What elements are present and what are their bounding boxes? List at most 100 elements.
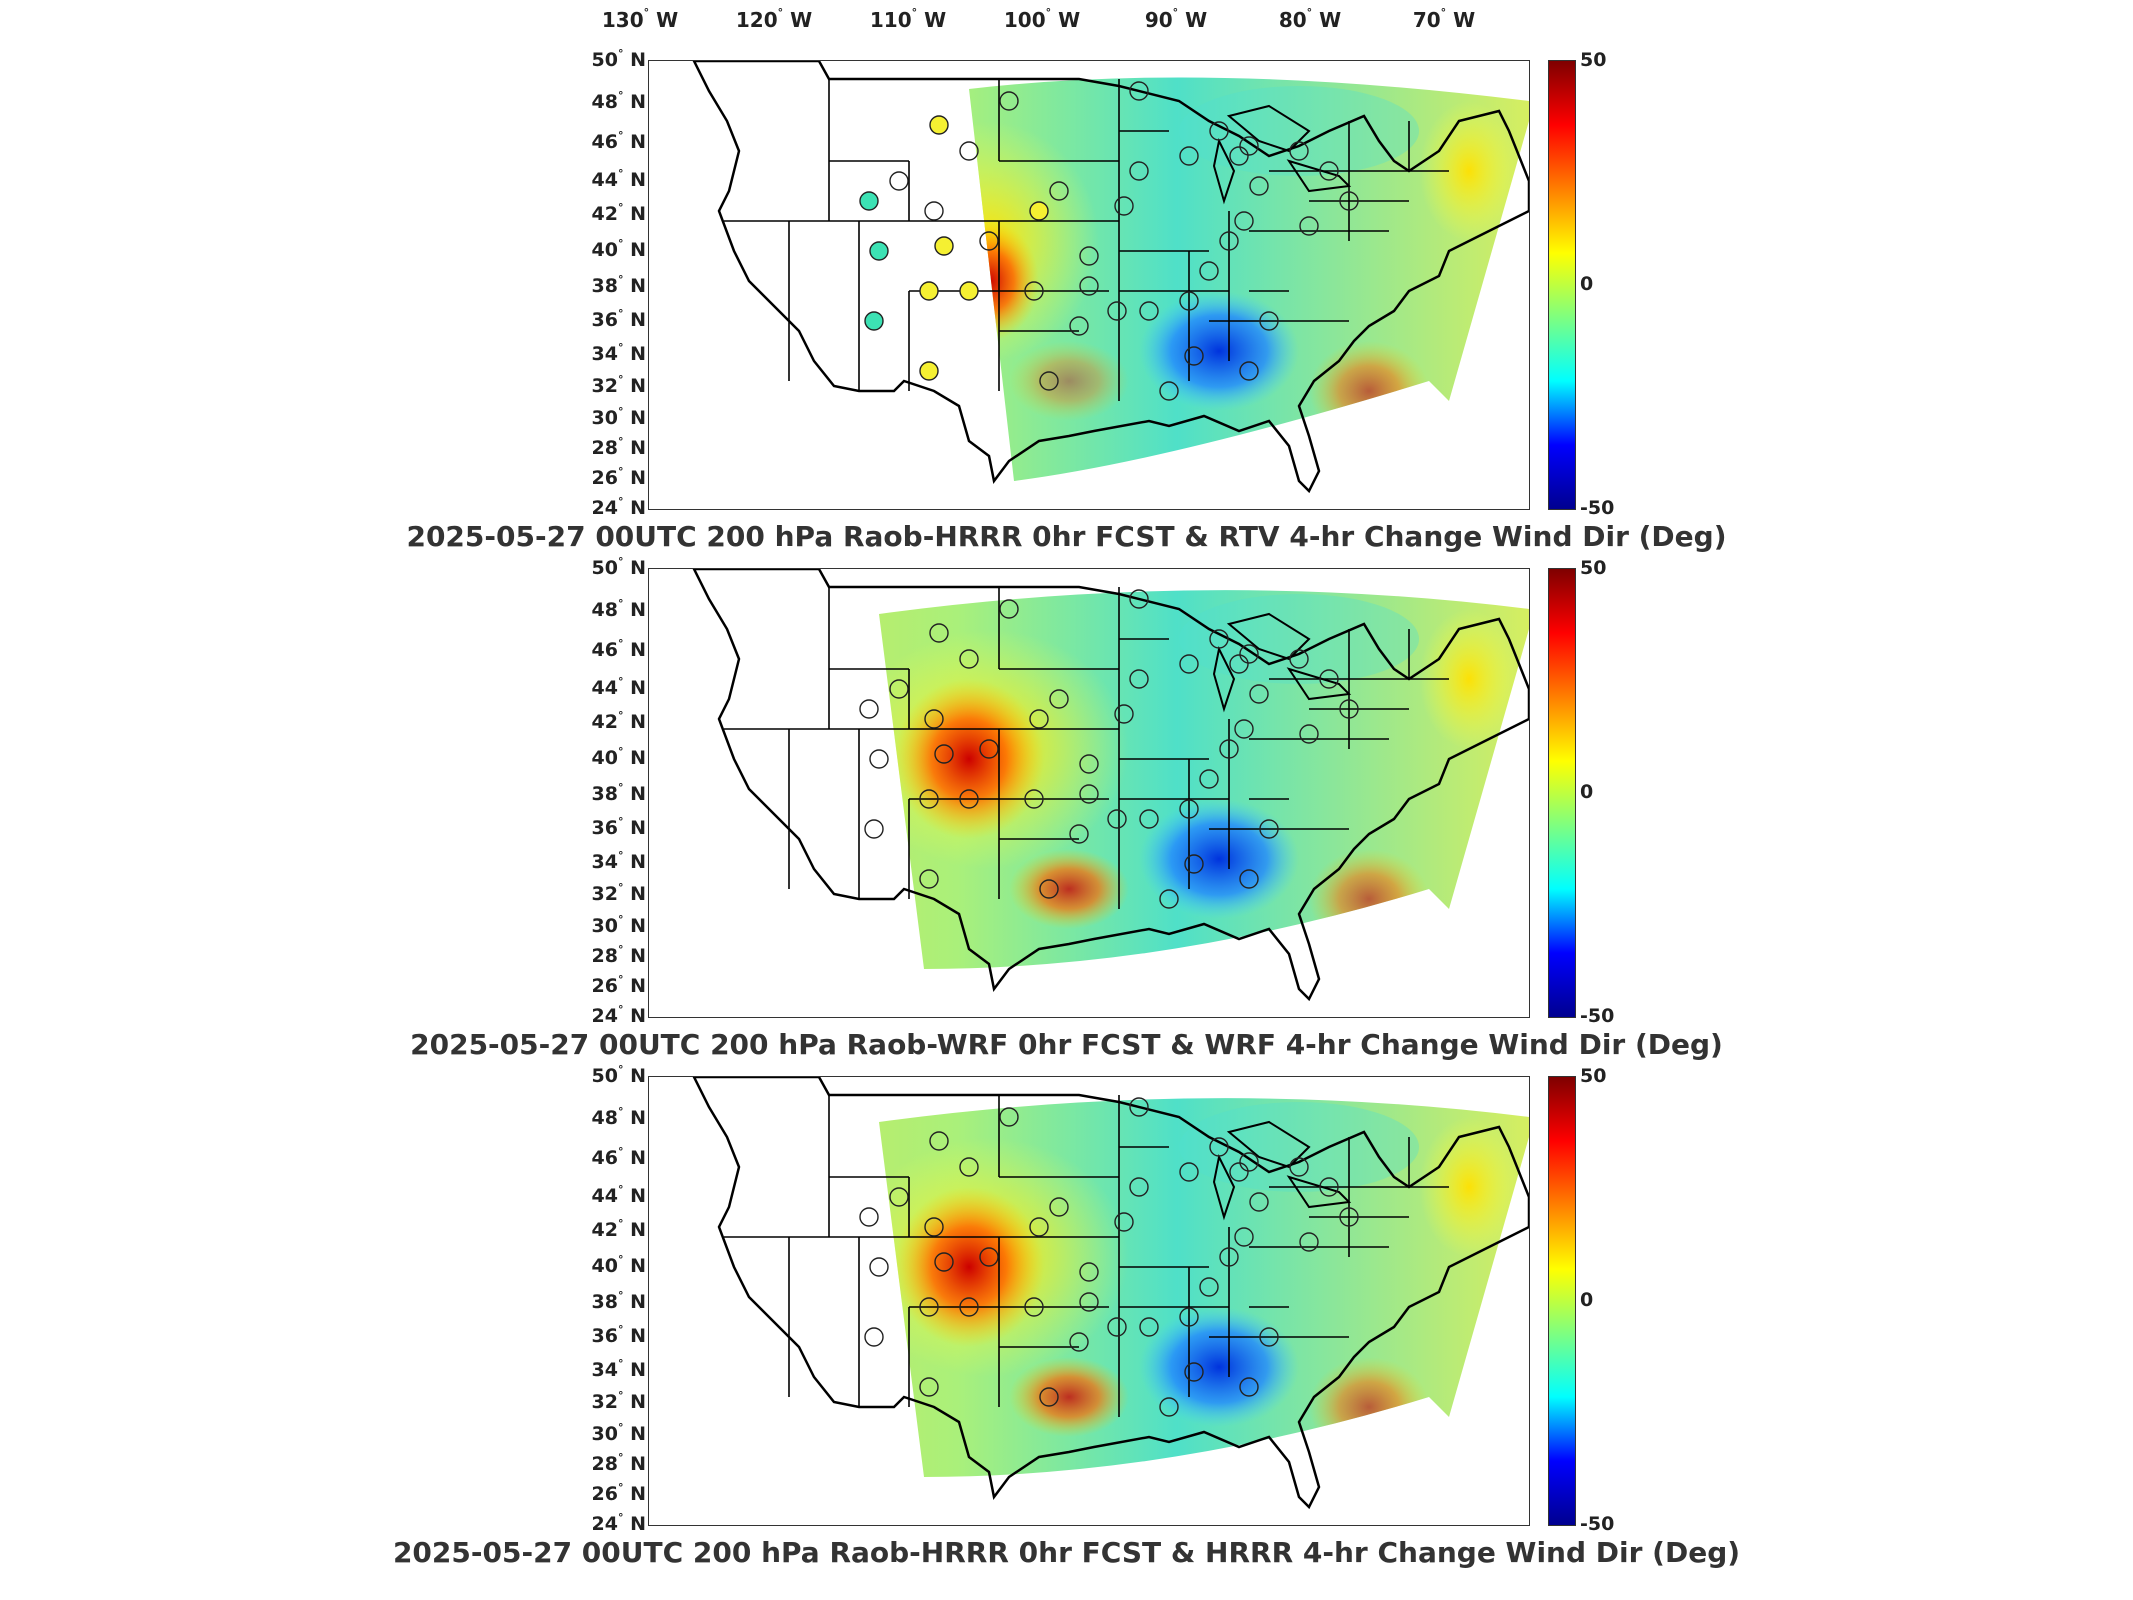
raob-station-marker bbox=[1259, 819, 1279, 839]
raob-station-marker bbox=[869, 241, 889, 261]
raob-station-marker bbox=[934, 1252, 954, 1272]
raob-station-marker bbox=[1024, 281, 1044, 301]
lat-label: 26° N bbox=[591, 1481, 646, 1505]
raob-station-marker bbox=[1107, 809, 1127, 829]
raob-station-marker bbox=[889, 679, 909, 699]
raob-station-marker bbox=[1219, 231, 1239, 251]
raob-station-marker bbox=[1129, 589, 1149, 609]
raob-station-marker bbox=[1239, 136, 1259, 156]
raob-station-marker bbox=[869, 749, 889, 769]
raob-station-marker bbox=[924, 201, 944, 221]
raob-station-marker bbox=[1299, 1232, 1319, 1252]
wind-direction-change-field bbox=[692, 1077, 1529, 1510]
lat-label: 26° N bbox=[591, 973, 646, 997]
lat-label: 34° N bbox=[591, 849, 646, 873]
lat-label: 30° N bbox=[591, 1421, 646, 1445]
raob-station-marker bbox=[1079, 1292, 1099, 1312]
raob-station-marker bbox=[1239, 361, 1259, 381]
raob-station-marker bbox=[959, 1157, 979, 1177]
raob-station-marker bbox=[999, 91, 1019, 111]
lat-label: 44° N bbox=[591, 1183, 646, 1207]
colorbar-tick-max: 50 bbox=[1580, 49, 1607, 71]
lon-label: 130° W bbox=[601, 6, 679, 32]
raob-station-marker bbox=[1299, 216, 1319, 236]
latitude-axis-labels: 50° N 48° N 46° N 44° N 42° N 40° N 38° N 36° N… bbox=[560, 47, 646, 520]
colorbar bbox=[1548, 1076, 1576, 1526]
lat-label: 40° N bbox=[591, 237, 646, 261]
raob-station-marker bbox=[1049, 181, 1069, 201]
colorbar-tick-min: -50 bbox=[1580, 1005, 1615, 1027]
lon-label: 80° W bbox=[1278, 6, 1342, 32]
lat-label: 50° N bbox=[591, 47, 646, 71]
raob-station-marker bbox=[1239, 1152, 1259, 1172]
raob-station-marker bbox=[1049, 1197, 1069, 1217]
lat-label: 44° N bbox=[591, 167, 646, 191]
lat-label: 48° N bbox=[591, 1105, 646, 1129]
lat-label: 30° N bbox=[591, 405, 646, 429]
raob-station-marker bbox=[919, 869, 939, 889]
raob-station-marker bbox=[1234, 1227, 1254, 1247]
raob-station-marker bbox=[929, 115, 949, 135]
raob-station-marker bbox=[919, 281, 939, 301]
raob-station-marker bbox=[1159, 889, 1179, 909]
lat-label: 24° N bbox=[591, 1003, 646, 1027]
latitude-axis-labels: 50° N 48° N 46° N 44° N 42° N 40° N 38° N 36° N… bbox=[560, 1063, 646, 1536]
raob-station-marker bbox=[1039, 1387, 1059, 1407]
map-plot-area bbox=[648, 568, 1530, 1018]
lat-label: 36° N bbox=[591, 815, 646, 839]
raob-station-marker bbox=[1029, 201, 1049, 221]
raob-station-marker bbox=[1024, 789, 1044, 809]
lat-label: 38° N bbox=[591, 273, 646, 297]
raob-station-marker bbox=[1199, 1277, 1219, 1297]
colorbar-tick-mid: 0 bbox=[1580, 273, 1594, 295]
lat-label: 48° N bbox=[591, 89, 646, 113]
wind-direction-change-field bbox=[692, 61, 1529, 494]
raob-station-marker bbox=[919, 1377, 939, 1397]
raob-station-marker bbox=[1229, 146, 1249, 166]
raob-station-marker bbox=[1179, 1162, 1199, 1182]
raob-station-marker bbox=[1199, 261, 1219, 281]
raob-station-marker bbox=[1114, 196, 1134, 216]
lat-label: 36° N bbox=[591, 307, 646, 331]
raob-station-marker bbox=[1107, 301, 1127, 321]
raob-station-marker bbox=[929, 623, 949, 643]
raob-station-marker bbox=[979, 231, 999, 251]
colorbar-tick-max: 50 bbox=[1580, 1065, 1607, 1087]
raob-station-marker bbox=[959, 1297, 979, 1317]
lat-label: 32° N bbox=[591, 881, 646, 905]
raob-station-marker bbox=[959, 141, 979, 161]
lat-label: 46° N bbox=[591, 1145, 646, 1169]
raob-station-marker bbox=[1319, 669, 1339, 689]
longitude-axis-labels: 130° W 120° W 110° W 100° W 90° W 80° W 70° W bbox=[0, 0, 2133, 40]
raob-station-marker bbox=[1079, 246, 1099, 266]
raob-station-marker bbox=[959, 281, 979, 301]
colorbar-tick-min: -50 bbox=[1580, 497, 1615, 519]
raob-station-marker bbox=[1249, 176, 1269, 196]
map-plot-area bbox=[648, 1076, 1530, 1526]
colorbar-tick-mid: 0 bbox=[1580, 1289, 1594, 1311]
raob-station-marker bbox=[1114, 1212, 1134, 1232]
raob-station-marker bbox=[1259, 311, 1279, 331]
raob-station-marker bbox=[1184, 854, 1204, 874]
raob-station-marker bbox=[1184, 346, 1204, 366]
latitude-axis-labels: 50° N 48° N 46° N 44° N 42° N 40° N 38° N 36° N… bbox=[560, 555, 646, 1028]
lat-label: 42° N bbox=[591, 201, 646, 225]
colorbar bbox=[1548, 60, 1576, 510]
raob-station-marker bbox=[864, 311, 884, 331]
panel-title: 2025-05-27 00UTC 200 hPa Raob-HRRR 0hr F… bbox=[406, 520, 1727, 553]
raob-station-marker bbox=[1339, 1207, 1359, 1227]
map-panel-3: 50° N 48° N 46° N 44° N 42° N 40° N 38° N 36° N… bbox=[0, 1063, 2133, 1586]
lat-label: 24° N bbox=[591, 1511, 646, 1535]
raob-station-marker bbox=[1239, 1377, 1259, 1397]
great-lakes bbox=[1212, 104, 1352, 205]
raob-station-marker bbox=[934, 236, 954, 256]
lat-label: 32° N bbox=[591, 1389, 646, 1413]
raob-station-marker bbox=[1029, 709, 1049, 729]
raob-station-marker bbox=[1289, 1157, 1309, 1177]
raob-station-marker bbox=[919, 361, 939, 381]
lat-label: 34° N bbox=[591, 1357, 646, 1381]
raob-station-marker bbox=[1129, 1177, 1149, 1197]
raob-station-marker bbox=[1159, 381, 1179, 401]
panel-title: 2025-05-27 00UTC 200 hPa Raob-HRRR 0hr F… bbox=[392, 1536, 1741, 1569]
raob-station-marker bbox=[1234, 211, 1254, 231]
